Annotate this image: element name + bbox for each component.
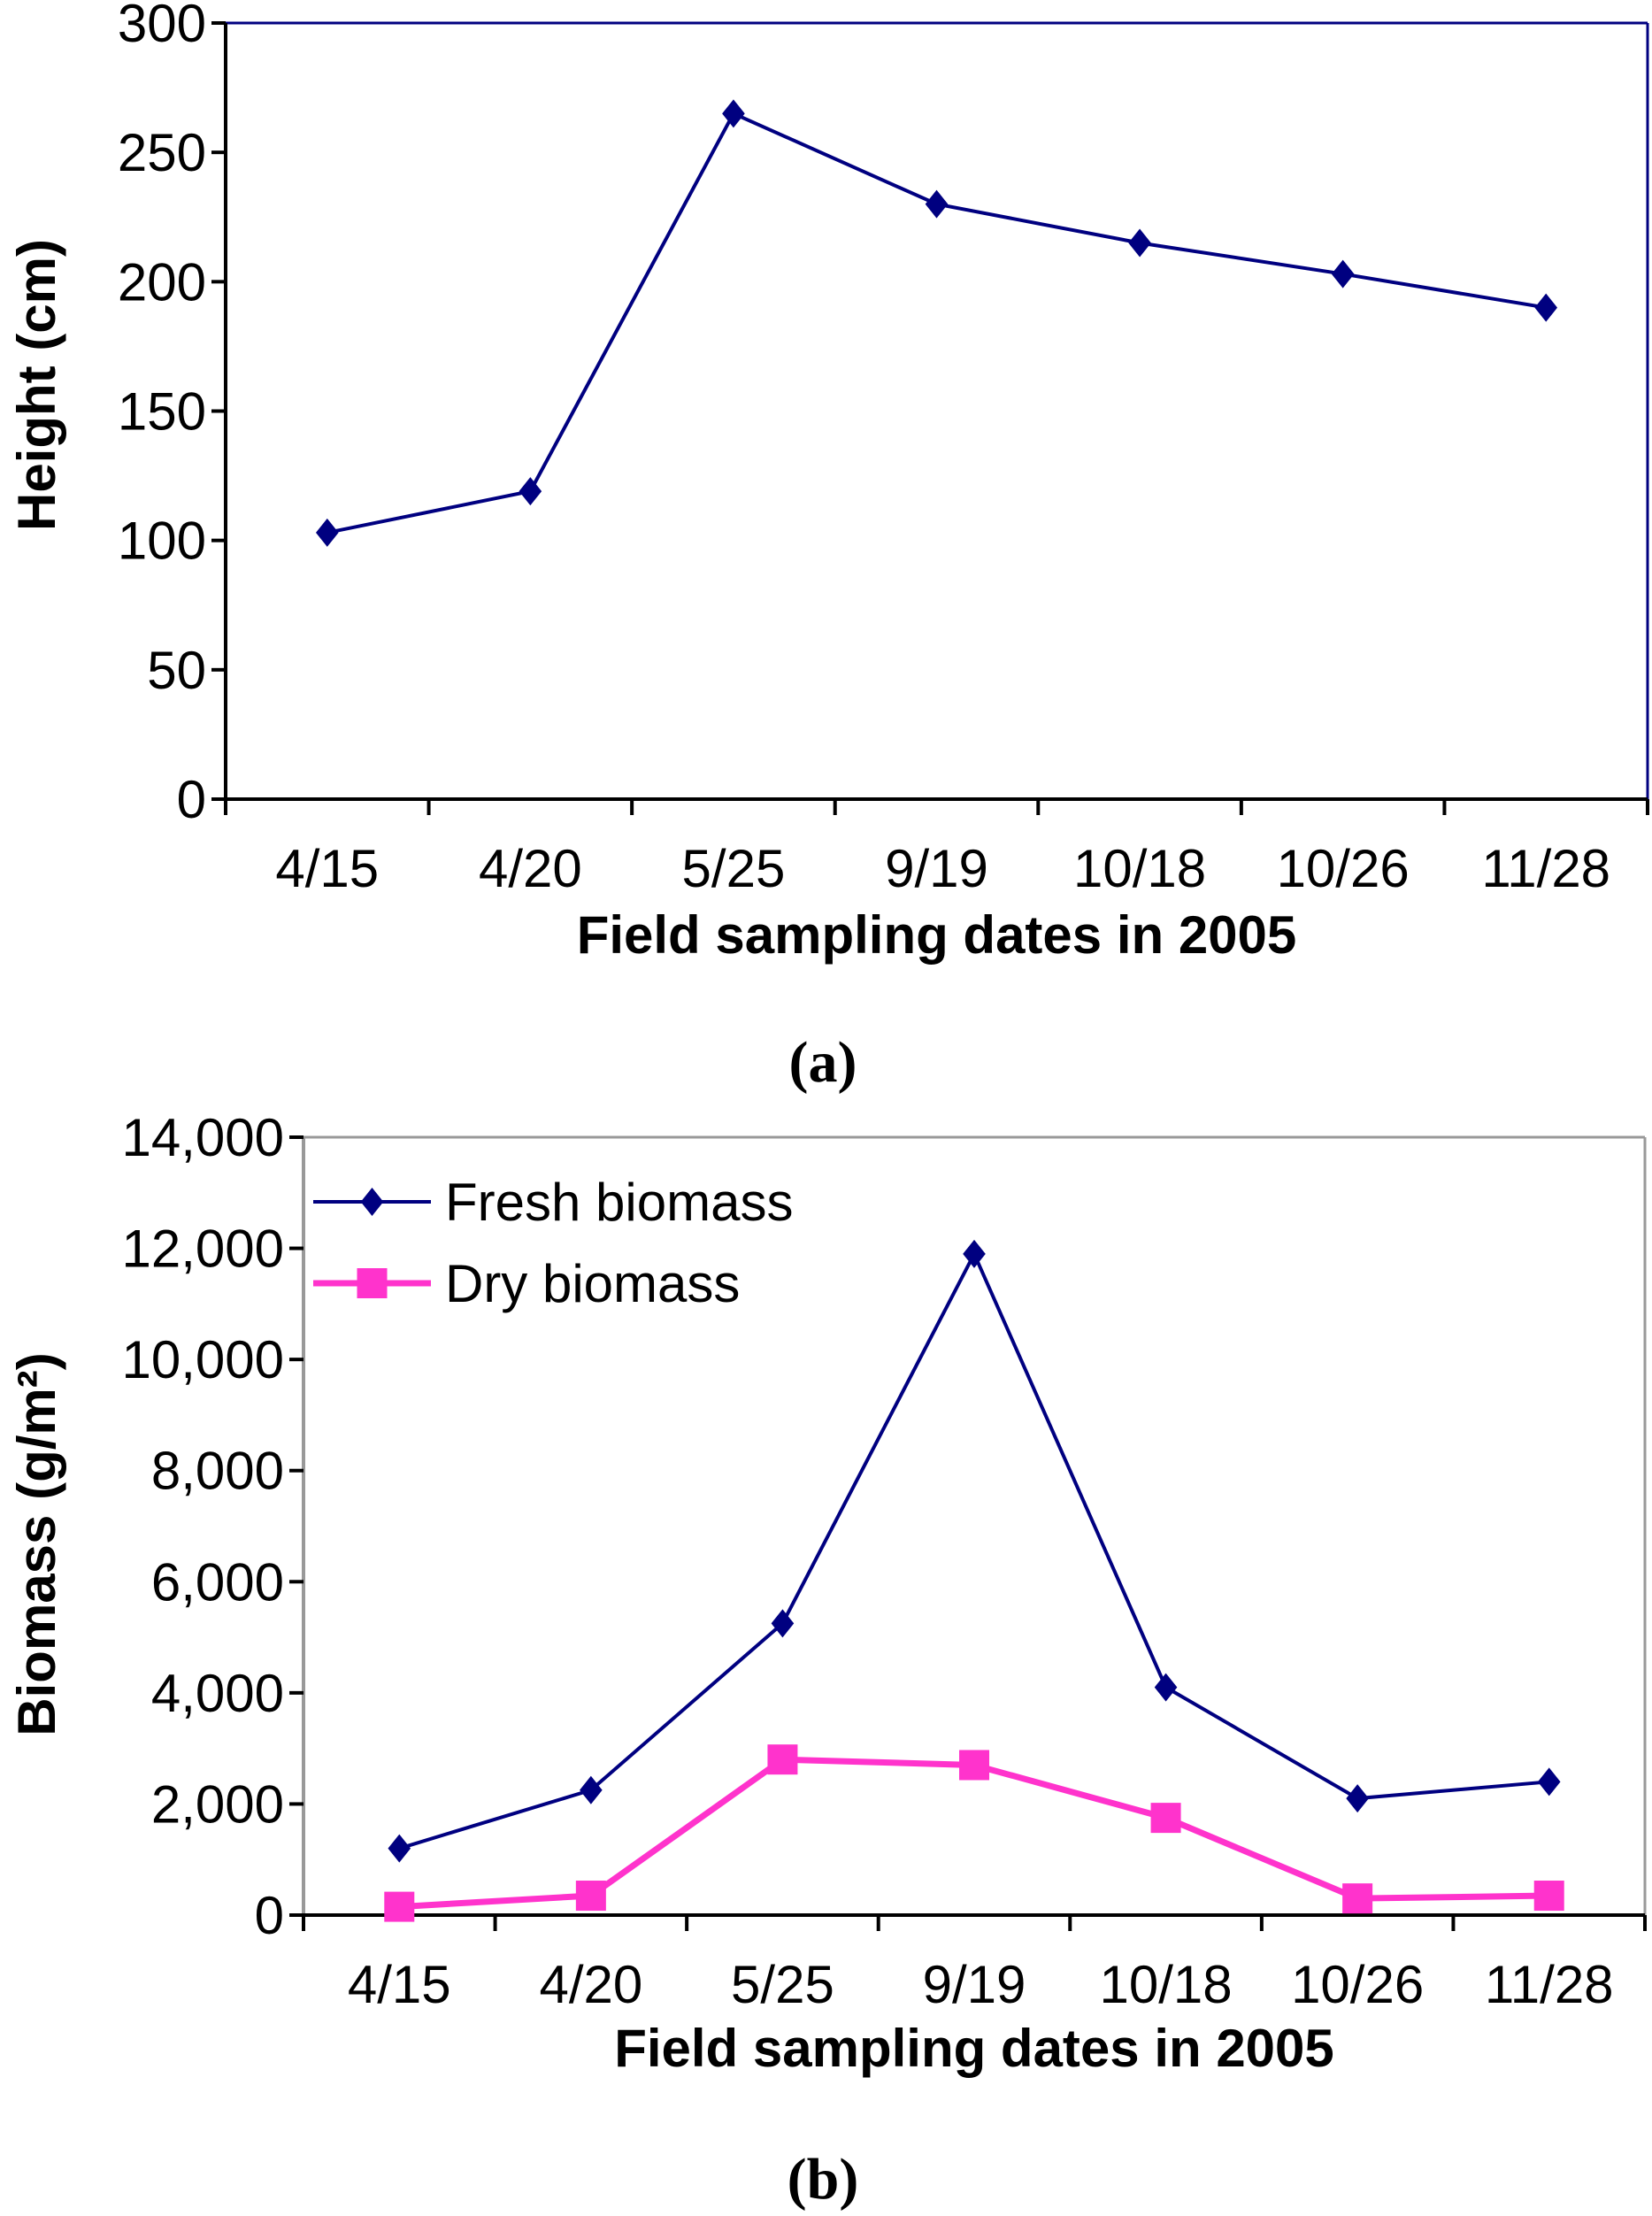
x-tick-label: 10/26: [1291, 1955, 1424, 2014]
y-axis-title: Height (cm): [7, 239, 66, 531]
data-point-diamond: [1154, 1673, 1178, 1702]
data-point-diamond: [1331, 259, 1355, 289]
legend-item: Dry biomass: [313, 1254, 740, 1313]
data-point-square: [1533, 1881, 1564, 1912]
data-point-diamond: [925, 189, 949, 219]
biomass-chart: 0 2,000 4,000 6,000 8,000 10,000 12,000 14,000 4…: [7, 1108, 1647, 2212]
x-tick-label: 10/26: [1277, 839, 1410, 898]
y-tick-label: 4,000: [151, 1664, 284, 1723]
y-tick-label: 0: [255, 1886, 284, 1945]
x-tick-label: 4/15: [348, 1955, 451, 2014]
y-tick-label: 12,000: [121, 1220, 284, 1279]
y-tick-label: 150: [118, 382, 206, 442]
y-tick-label: 10,000: [121, 1330, 284, 1389]
x-tick-label: 9/19: [885, 839, 988, 898]
panel-label: (a): [789, 1030, 857, 1095]
height-chart: 0 50 100 150 200 250 300 4/15 4/20 5/25 9/19 10/18 1…: [7, 0, 1649, 1095]
data-point-square: [575, 1881, 606, 1912]
data-point-square: [959, 1750, 989, 1781]
data-point-diamond: [1128, 228, 1151, 258]
series-fresh-biomass: [388, 1239, 1561, 1863]
x-tick-label: 10/18: [1099, 1955, 1232, 2014]
data-point-diamond: [722, 99, 745, 128]
y-tick-label: 100: [118, 512, 206, 571]
data-point-diamond: [771, 1609, 795, 1638]
data-point-square: [1150, 1803, 1181, 1834]
series-height: [315, 99, 1558, 547]
x-tick-label: 4/20: [479, 839, 582, 898]
y-tick-label: 14,000: [121, 1108, 284, 1167]
y-tick-label: 2,000: [151, 1774, 284, 1834]
data-point-diamond: [360, 1188, 384, 1216]
data-point-square: [1342, 1883, 1373, 1914]
data-point-diamond: [1534, 293, 1558, 322]
y-axis-title: Biomass (g/m²): [7, 1352, 66, 1735]
x-tick-label: 4/20: [539, 1955, 642, 2014]
y-tick-label: 6,000: [151, 1552, 284, 1612]
series-line: [327, 111, 1547, 535]
data-point-diamond: [1346, 1784, 1369, 1813]
data-point-square: [384, 1891, 415, 1922]
data-point-diamond: [388, 1834, 411, 1863]
x-axis-title: Field sampling dates in 2005: [614, 2019, 1334, 2078]
x-tick-label: 10/18: [1073, 839, 1206, 898]
data-point-diamond: [1537, 1767, 1561, 1797]
x-tick-label: 4/15: [275, 839, 379, 898]
y-tick-label: 200: [118, 252, 206, 312]
data-point-square: [767, 1744, 798, 1775]
y-tick-label: 250: [118, 123, 206, 182]
data-point-diamond: [963, 1239, 986, 1268]
x-tick-label: 11/28: [1485, 1955, 1614, 2014]
legend-label: Dry biomass: [445, 1254, 740, 1313]
x-axis-title: Field sampling dates in 2005: [577, 905, 1297, 965]
data-point-square: [357, 1268, 388, 1298]
data-point-diamond: [315, 518, 339, 547]
legend-label: Fresh biomass: [445, 1173, 793, 1232]
y-tick-label: 300: [118, 0, 206, 53]
y-tick-label: 8,000: [151, 1442, 284, 1501]
data-point-diamond: [580, 1775, 603, 1804]
series-line: [399, 1756, 1549, 1911]
panel-label: (b): [788, 2147, 859, 2212]
y-tick-label: 0: [177, 770, 206, 829]
data-point-diamond: [519, 477, 542, 506]
series-dry-biomass: [384, 1744, 1564, 1922]
x-tick-label: 9/19: [923, 1955, 1026, 2014]
x-tick-label: 5/25: [682, 839, 786, 898]
x-tick-label: 5/25: [731, 1955, 834, 2014]
x-tick-label: 11/28: [1481, 839, 1610, 898]
y-tick-label: 50: [147, 641, 206, 700]
legend-item: Fresh biomass: [313, 1173, 793, 1232]
